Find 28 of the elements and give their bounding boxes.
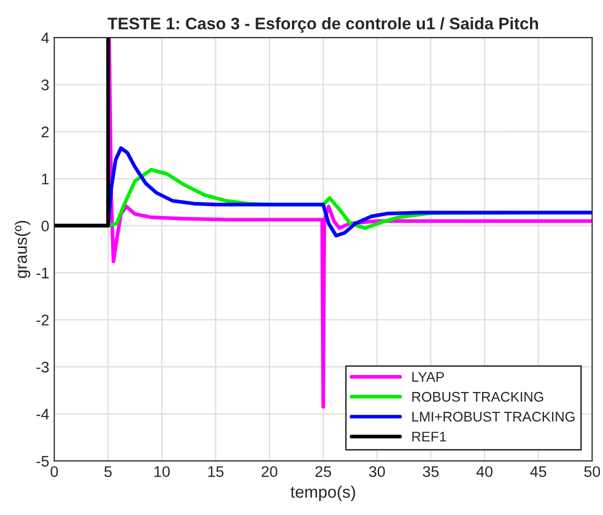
x-tick-label: 25 [315, 466, 332, 478]
x-tick-label: 45 [530, 466, 546, 478]
x-tick-label: 0 [50, 466, 58, 478]
y-tick-label: -1 [36, 268, 49, 278]
y-tick-label: -3 [36, 362, 49, 373]
x-tick-label: 5 [104, 466, 112, 478]
x-tick-label: 30 [369, 466, 385, 478]
y-tick-label: 3 [41, 80, 49, 90]
y-tick-label: -5 [36, 456, 49, 467]
y-tick-label: 2 [42, 126, 49, 138]
y-tick-label: -4 [36, 408, 49, 420]
x-tick-label: 35 [422, 466, 439, 478]
x-tick-label: 50 [584, 466, 600, 478]
legend-label: LMI+ROBUST TRACKING [412, 412, 574, 422]
y-tick-label: 4 [41, 32, 49, 44]
legend-label: REF1 [412, 432, 446, 442]
x-axis-title: tempo(s) [290, 486, 356, 502]
legend-label: ROBUST TRACKING [412, 392, 544, 402]
chart-title: TESTE 1: Caso 3 - Esforço de controle u1 / Saida Pitch [108, 17, 538, 33]
x-tick-label: 40 [476, 466, 492, 478]
x-tick-label: 20 [262, 466, 278, 478]
y-axis-title: graus(º) [14, 220, 30, 278]
x-tick-label: 10 [154, 466, 170, 478]
y-tick-label: 1 [42, 174, 49, 184]
y-tick-label: -2 [36, 314, 49, 326]
x-tick-label: 15 [208, 466, 224, 478]
legend-label: LYAP [412, 372, 444, 382]
y-tick-label: 0 [42, 220, 49, 232]
